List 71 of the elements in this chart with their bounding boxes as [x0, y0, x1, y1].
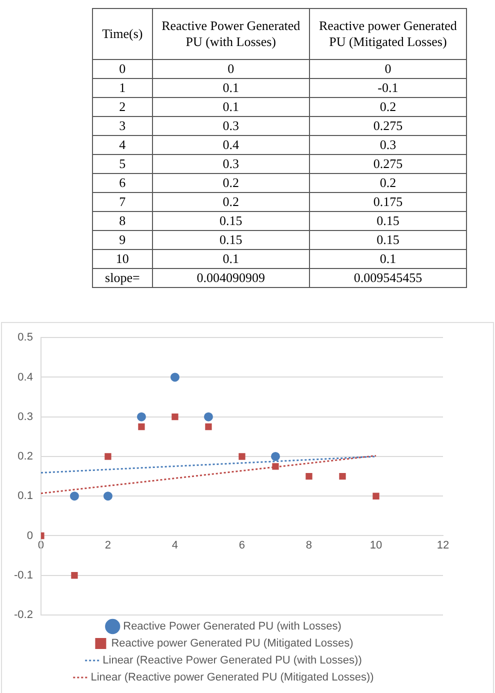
y-tick-label: 3	[92, 116, 152, 136]
point	[104, 453, 112, 460]
data-label: 0.004090909	[152, 268, 310, 288]
data-label: 0.3	[309, 136, 466, 154]
legend-label: Linear (Reactive power Generated PU (Mitigated Losses))	[90, 672, 374, 684]
data-label: 0	[309, 60, 466, 78]
data-label: 0.009545455	[309, 268, 466, 288]
y-tick-label: 0.4	[18, 371, 33, 384]
data-label: 0.275	[309, 154, 466, 174]
point	[205, 423, 212, 430]
data-label: 0.2	[152, 174, 310, 192]
point	[136, 412, 146, 422]
y-axis-title: Time(s)	[92, 8, 152, 60]
data-label: 0.15	[309, 230, 466, 250]
point	[138, 423, 145, 430]
data-label: 0.1	[152, 78, 310, 98]
y-tick-label: -0.1	[14, 569, 33, 582]
y-tick-label: 8	[92, 212, 152, 230]
y-tick-label: 0.5	[18, 332, 33, 344]
point	[103, 492, 112, 501]
data-label: 0.15	[152, 230, 310, 250]
x-tick-label: 8	[306, 539, 312, 552]
y-tick-label: 2	[92, 98, 152, 116]
data-label: 0.15	[152, 212, 310, 230]
point	[339, 472, 346, 480]
y-tick-label: 4	[92, 136, 152, 154]
data-label: 0.1	[152, 250, 310, 268]
y-tick-label: 0.2	[18, 450, 33, 463]
y-tick-label: 5	[92, 154, 152, 174]
y-tick-label: 1	[92, 78, 152, 98]
x-tick-label: 10	[370, 539, 382, 552]
point	[71, 572, 78, 579]
point	[170, 372, 180, 382]
y-tick-label: 0.3	[18, 410, 33, 423]
point	[204, 412, 213, 422]
data-label: -0.1	[309, 78, 466, 98]
y-tick-label: 0.1	[18, 490, 33, 502]
data-label: 0.1	[152, 98, 310, 116]
point	[70, 492, 79, 501]
point	[172, 414, 178, 420]
data-label: 0.15	[309, 212, 466, 230]
y-tick-label: slope=	[92, 268, 152, 288]
data-label: 0.2	[309, 98, 466, 116]
x-tick-label: 4	[172, 539, 178, 552]
data-label: 0.2	[309, 174, 466, 192]
point	[272, 463, 279, 470]
point	[238, 453, 246, 460]
y-tick-label: -0.2	[14, 609, 33, 622]
data-label: 0.175	[309, 192, 466, 212]
legend-label: Reactive Power Generated PU (with Losses)	[123, 620, 342, 633]
x-tick-label: 12	[436, 539, 450, 552]
y-tick-label: 0	[26, 530, 33, 542]
legend-label: Linear (Reactive Power Generated PU (with Losses))	[102, 654, 362, 667]
data-label: 0	[152, 60, 310, 78]
data-label: 0.3	[152, 116, 310, 136]
data-label: 0.1	[309, 250, 466, 268]
y-tick-label: 6	[92, 174, 152, 192]
y-tick-label: 0	[92, 60, 152, 78]
point	[270, 452, 280, 461]
data-label: 0.4	[152, 136, 310, 154]
x-tick-label: 2	[104, 539, 112, 552]
y-tick-label: 10	[92, 250, 152, 268]
legend-label: Reactive power Generated PU (Mitigated Losses)	[111, 638, 354, 650]
data-label: 0.3	[152, 154, 310, 174]
y-tick-label: 9	[92, 230, 152, 250]
point	[306, 472, 312, 480]
data-label: 0.275	[309, 116, 466, 136]
data-label: 0.2	[152, 192, 310, 212]
point	[372, 492, 380, 500]
y-tick-label: 7	[92, 192, 152, 212]
x-tick-label: 6	[238, 539, 246, 552]
